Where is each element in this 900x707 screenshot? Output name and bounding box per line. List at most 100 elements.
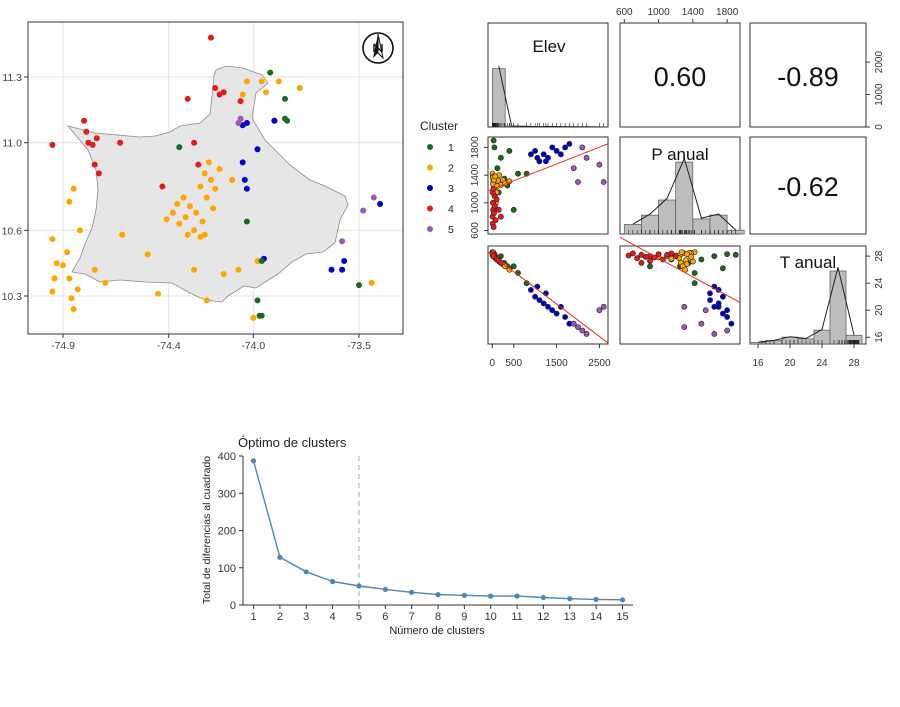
p-t-point	[655, 251, 662, 257]
elbow-x-tick-label: 7	[409, 611, 415, 623]
map-y-tick-label: 11.3	[2, 72, 22, 84]
map-point	[184, 95, 191, 102]
map-point	[91, 161, 98, 168]
map-point	[74, 286, 81, 293]
p-t-point	[647, 263, 653, 270]
map-point	[258, 258, 265, 264]
map-point	[182, 214, 189, 221]
elbow-x-tick-label: 10	[485, 611, 497, 623]
elev-p-point	[570, 165, 577, 172]
elbow-x-tick-label: 14	[590, 611, 602, 623]
legend-label: 1	[448, 142, 454, 154]
map-point	[356, 282, 362, 289]
map-point	[197, 183, 204, 190]
map-point	[60, 262, 66, 269]
elbow-point	[356, 583, 362, 589]
elev-p-point	[600, 179, 607, 185]
map-y-tick-label: 11.0	[2, 138, 22, 150]
elbow-x-tick-label: 2	[277, 611, 283, 623]
map-point	[243, 218, 250, 225]
p-t-point	[681, 324, 688, 330]
map-points	[49, 34, 384, 321]
map-point	[370, 194, 377, 201]
corr-elev-p: 0.60	[654, 62, 707, 92]
map-point	[144, 251, 151, 258]
cluster-map: -74.9 -74.4 -74.0 -73.5 11.3 11.0 10.6 10.3	[2, 21, 404, 352]
elev-t-point	[600, 303, 607, 310]
map-point	[210, 205, 217, 212]
p-t-point	[724, 327, 730, 334]
north-arrow-icon	[362, 32, 394, 64]
map-y-axis: 11.3 11.0 10.6 10.3	[2, 72, 28, 303]
elev-t-point	[553, 310, 560, 317]
map-point	[258, 312, 265, 319]
pairs-plot: Elev P anual T anual 0.60 -0.89 -0.62 0 500 1500…	[470, 7, 885, 369]
elbow-y-tick-label: 300	[218, 488, 236, 500]
p-t-point	[691, 270, 698, 276]
temp-x-tick-label: 16	[752, 358, 764, 369]
map-point	[155, 290, 162, 297]
elev-x-tick-label: 2500	[588, 358, 611, 369]
map-x-tick-label: -74.4	[157, 340, 181, 352]
elbow-x-tick-label: 8	[435, 611, 441, 623]
elbow-y-label: Total de diferencias al cuadrado	[201, 456, 213, 604]
map-point	[70, 185, 77, 192]
elev-p-point	[495, 206, 502, 213]
map-point	[49, 236, 56, 243]
p-t-point	[698, 256, 705, 263]
elev-p-point	[562, 144, 568, 151]
map-point	[250, 314, 257, 321]
elev-p-point	[497, 154, 504, 161]
map-point	[195, 161, 202, 168]
elbow-point	[435, 592, 441, 598]
map-point	[51, 275, 58, 282]
p-left-tick-label: 600	[470, 222, 481, 239]
map-point	[76, 227, 83, 234]
p-top-tick-label: 600	[616, 7, 633, 18]
p-t-point	[684, 251, 690, 257]
elev-p-point	[494, 165, 501, 172]
elbow-point	[250, 458, 257, 464]
pairs-panel-frame	[749, 22, 867, 128]
map-point	[70, 306, 77, 313]
elbow-x-tick-label: 3	[303, 611, 309, 623]
pairs-panel-frame	[749, 136, 867, 235]
map-point	[258, 78, 265, 85]
map-y-tick-label: 10.3	[2, 291, 23, 303]
elbow-point	[567, 596, 573, 602]
map-point	[263, 89, 269, 96]
p-t-point	[702, 307, 709, 314]
p-t-point	[707, 290, 713, 297]
elbow-point	[514, 593, 520, 599]
map-point	[212, 185, 219, 192]
p-t-point	[681, 303, 688, 310]
elev-right-tick-label: 2000	[874, 51, 885, 74]
temp-right-tick-label: 24	[874, 277, 885, 289]
map-point	[49, 141, 56, 148]
map-point	[296, 85, 303, 91]
p-t-point	[720, 310, 726, 317]
map-point	[201, 231, 208, 238]
corr-elev-t: -0.89	[777, 62, 839, 92]
pairs-panel-frame	[487, 136, 609, 235]
elbow-point	[303, 569, 309, 575]
map-point	[68, 295, 75, 302]
map-point	[235, 266, 242, 273]
map-point	[368, 279, 375, 286]
elbow-point	[488, 593, 494, 599]
elev-p-point	[566, 140, 573, 147]
map-point	[117, 139, 124, 146]
elev-t-point	[575, 324, 581, 330]
p-t-point	[625, 252, 632, 259]
legend-label: 4	[448, 204, 454, 216]
map-point	[95, 170, 102, 177]
map-point	[254, 297, 261, 304]
map-point	[267, 69, 274, 76]
map-point	[119, 231, 126, 238]
map-x-tick-label: -73.5	[347, 340, 371, 352]
elev-t-point	[540, 300, 547, 307]
p-t-point	[698, 320, 705, 327]
temp-right-tick-label: 28	[874, 250, 885, 262]
elev-t-point	[532, 293, 538, 300]
